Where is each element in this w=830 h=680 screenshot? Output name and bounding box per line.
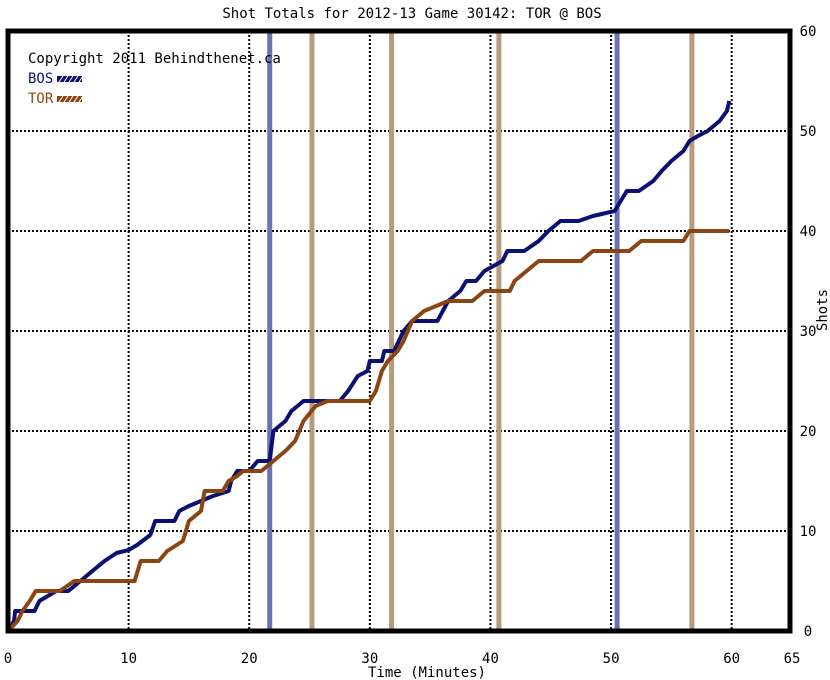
legend-label-tor: TOR — [28, 91, 54, 107]
y-axis-label: Shots — [815, 289, 830, 331]
x-tick-label: 50 — [603, 651, 620, 667]
legend-label-bos: BOS — [28, 71, 53, 87]
chart-title: Shot Totals for 2012-13 Game 30142: TOR … — [222, 6, 601, 22]
x-tick-label: 30 — [361, 651, 378, 667]
y-tick-labels: 0 10 20 30 40 50 60 — [800, 24, 817, 640]
y-tick-label: 60 — [800, 24, 817, 40]
series-line-bos — [6, 100, 732, 633]
x-tick-label: 0 — [4, 651, 12, 667]
x-tick-labels: 0 10 20 30 40 50 60 65 — [4, 651, 801, 667]
plot-frame — [5, 28, 793, 634]
goal-markers — [267, 31, 695, 631]
y-tick-label: 30 — [800, 324, 817, 340]
legend-swatch-tor — [57, 95, 84, 103]
y-tick-label: 0 — [804, 624, 812, 640]
y-tick-label: 50 — [800, 124, 817, 140]
copyright-text: Copyright 2011 Behindthenet.ca — [28, 51, 281, 67]
grid — [8, 31, 790, 631]
x-tick-label: 40 — [482, 651, 499, 667]
x-tick-label: 20 — [241, 651, 258, 667]
legend: BOS TOR — [28, 71, 84, 107]
y-tick-label: 20 — [800, 424, 817, 440]
series-lines — [6, 100, 732, 633]
x-tick-label: 60 — [723, 651, 740, 667]
y-tick-label: 40 — [800, 224, 817, 240]
series-line-tor — [6, 229, 730, 633]
x-tick-label: 65 — [784, 651, 801, 667]
x-tick-label: 10 — [120, 651, 137, 667]
x-axis-label: Time (Minutes) — [368, 665, 486, 680]
y-tick-label: 10 — [800, 524, 817, 540]
legend-swatch-bos — [57, 75, 84, 83]
